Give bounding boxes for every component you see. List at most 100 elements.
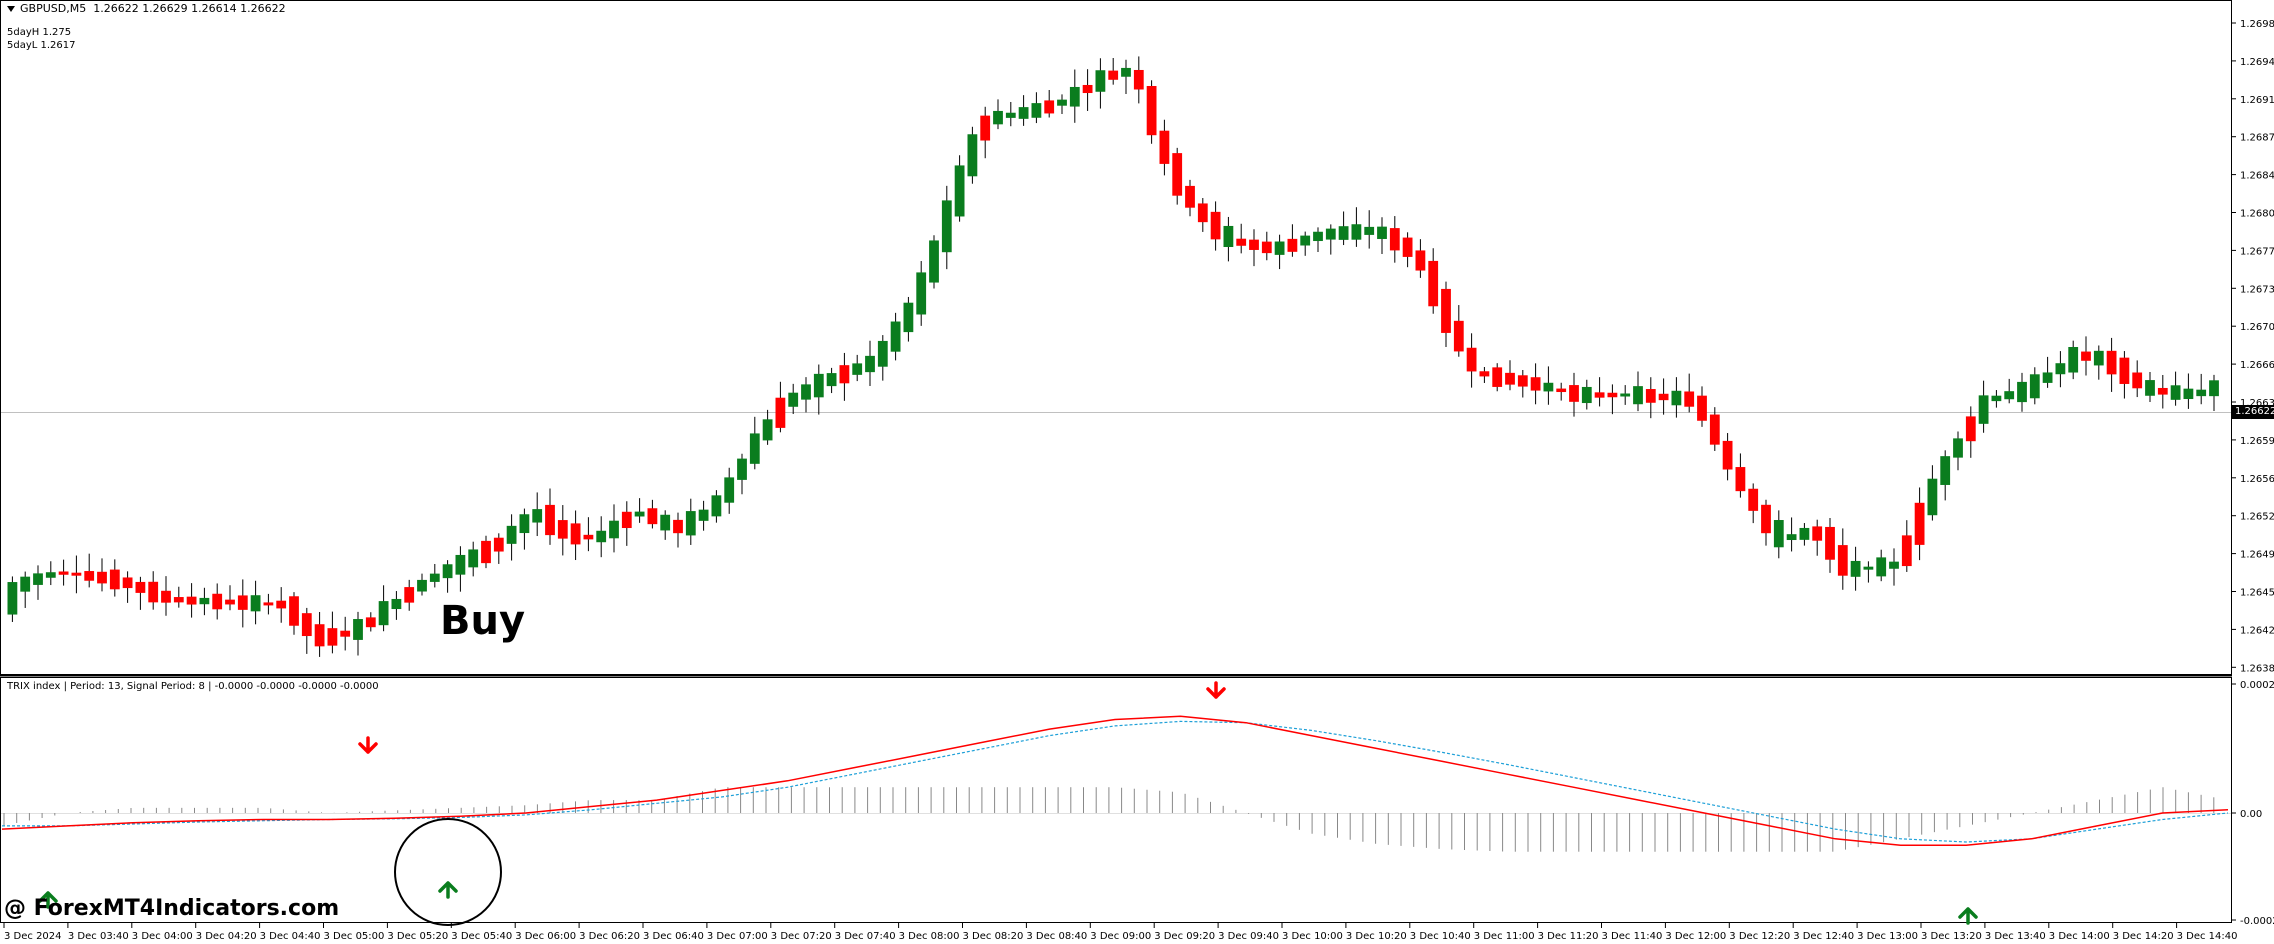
time-tick-label: 3 Dec 10:40: [1410, 931, 1471, 942]
candle-body: [109, 569, 120, 590]
info-5day-low: 5dayL 1.2617: [7, 40, 76, 51]
candle-body: [1697, 395, 1707, 421]
time-tick-label: 3 Dec 09:00: [1090, 931, 1151, 942]
candle-body: [97, 571, 107, 584]
candle-body: [1927, 478, 1938, 516]
candle-body: [1786, 534, 1797, 541]
candle-body: [365, 617, 376, 628]
candle-body: [839, 365, 850, 384]
candle-body: [148, 581, 159, 603]
candle-body: [84, 571, 95, 581]
candle-body: [967, 134, 978, 177]
ohlc-values: 1.26622 1.26629 1.26614 1.26622: [93, 2, 286, 15]
candle-body: [1722, 440, 1733, 470]
candle-body: [1492, 367, 1503, 387]
indicator-tick-label: 0.0002: [2240, 680, 2274, 691]
time-tick-label: 3 Dec 12:00: [1665, 931, 1726, 942]
time-tick-label: 3 Dec 13:00: [1857, 931, 1918, 942]
candle-body: [2196, 389, 2207, 397]
trix-main-line: [1, 715, 2229, 847]
candle-body: [941, 200, 952, 253]
candle-body: [1505, 372, 1515, 385]
candle-body: [20, 576, 31, 592]
candle-body: [2119, 357, 2130, 384]
candle-body: [1236, 238, 1247, 246]
candle-body: [826, 373, 837, 387]
candle-body: [788, 392, 799, 407]
candle-body: [2209, 380, 2219, 397]
candle-body: [570, 523, 581, 545]
collapse-triangle-icon[interactable]: [7, 6, 15, 12]
time-tick-label: 3 Dec 11:00: [1474, 931, 1535, 942]
price-tick-label: 1.26420: [2240, 625, 2274, 636]
price-tick-label: 1.26980: [2240, 19, 2274, 30]
candle-body: [1607, 392, 1618, 398]
candle-body: [353, 619, 363, 640]
candle-body: [1940, 456, 1951, 485]
candle-body: [1313, 231, 1323, 242]
candle-body: [1965, 416, 1976, 442]
arrow-stroke: [1958, 907, 1978, 925]
candle-body: [1402, 237, 1413, 257]
arrow-stroke: [358, 736, 378, 754]
candle-body: [455, 554, 466, 575]
time-tick-label: 3 Dec 13:20: [1921, 931, 1982, 942]
candle-body: [724, 477, 735, 503]
time-tick-label: 3 Dec 07:40: [835, 931, 896, 942]
candle-body: [378, 601, 389, 626]
price-tick-label: 1.26385: [2240, 663, 2274, 674]
candle-body: [2017, 381, 2027, 403]
price-tick-label: 1.26665: [2240, 360, 2274, 371]
candle-body: [634, 511, 645, 517]
candle-body: [2106, 350, 2117, 375]
candle-body: [506, 525, 517, 544]
candle-body: [2055, 363, 2066, 375]
time-tick-label: 3 Dec 09:20: [1154, 931, 1215, 942]
candle-body: [621, 511, 632, 529]
candle-body: [1825, 526, 1835, 560]
candle-body: [1645, 389, 1656, 403]
candle-body: [749, 433, 760, 464]
candle-body: [1377, 226, 1387, 239]
time-tick-label: 3 Dec 14:00: [2049, 931, 2110, 942]
price-tick-label: 1.26700: [2240, 322, 2274, 333]
price-tick-label: 1.26875: [2240, 133, 2274, 144]
candle-body: [609, 520, 619, 539]
candle-body: [1594, 392, 1605, 398]
candle-body: [2004, 391, 2015, 400]
candle-body: [877, 340, 888, 367]
price-axis: 1.26980 1.26945 1.26910 1.26875 1.26840 1.268…: [2231, 19, 2274, 674]
candle-body: [583, 534, 594, 540]
candle-body: [391, 598, 402, 610]
time-tick-label: 3 Dec 09:40: [1218, 931, 1279, 942]
price-tick-label: 1.26595: [2240, 436, 2274, 447]
candle-body: [1069, 86, 1080, 107]
candle-body: [225, 599, 235, 605]
time-tick-label: 3 Dec 05:40: [451, 931, 512, 942]
candle-body: [493, 537, 504, 552]
candle-body: [929, 240, 939, 283]
candle-body: [1914, 502, 1925, 545]
candle-body: [250, 595, 261, 612]
price-tick-label: 1.26490: [2240, 550, 2274, 561]
candle-body: [1889, 561, 1899, 569]
indicator-label: TRIX index | Period: 13, Signal Period: …: [7, 681, 379, 692]
price-tick-label: 1.26840: [2240, 171, 2274, 182]
candle-body: [1287, 238, 1298, 252]
candle-body: [1543, 382, 1554, 392]
candle-body: [1274, 241, 1285, 255]
candle-body: [2132, 372, 2143, 389]
candle-body: [1671, 390, 1682, 406]
candle-body: [1082, 84, 1093, 94]
indicator-tick-label: 0.00: [2240, 809, 2262, 820]
sell-arrow-icon: [358, 736, 378, 754]
candle-body: [301, 613, 312, 637]
candle-body: [737, 458, 747, 480]
candle-body: [1325, 228, 1336, 240]
candle-body: [2029, 374, 2040, 399]
candle-body: [1005, 112, 1016, 118]
indicator-frame: [0, 677, 2232, 923]
arrow-stroke: [38, 891, 58, 909]
candle-body: [993, 110, 1003, 125]
